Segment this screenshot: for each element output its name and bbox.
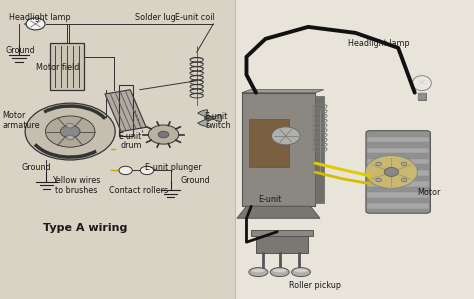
Circle shape xyxy=(365,155,418,188)
Text: Ground: Ground xyxy=(21,163,51,172)
Bar xyxy=(367,148,429,153)
Text: Headlight lamp: Headlight lamp xyxy=(348,39,410,48)
Bar xyxy=(367,192,429,198)
Text: armature: armature xyxy=(2,121,40,130)
Text: E-unit coil: E-unit coil xyxy=(175,13,215,22)
Wedge shape xyxy=(198,110,209,118)
Ellipse shape xyxy=(270,268,289,277)
Ellipse shape xyxy=(249,268,268,277)
Text: switch: switch xyxy=(205,121,231,130)
Polygon shape xyxy=(237,206,320,218)
Circle shape xyxy=(384,167,399,176)
Bar xyxy=(367,159,429,164)
Circle shape xyxy=(25,103,115,160)
Bar xyxy=(50,43,84,90)
Text: Solder lug: Solder lug xyxy=(135,13,176,22)
Circle shape xyxy=(140,166,154,175)
Circle shape xyxy=(376,178,382,182)
Text: Headlight lamp: Headlight lamp xyxy=(9,13,70,22)
Circle shape xyxy=(148,125,179,144)
Bar xyxy=(367,170,429,176)
Circle shape xyxy=(376,162,382,166)
Text: Contact rollers: Contact rollers xyxy=(109,186,168,195)
Text: Yellow wires: Yellow wires xyxy=(52,176,100,185)
Circle shape xyxy=(158,131,169,138)
Bar xyxy=(235,0,474,299)
Text: E-unit: E-unit xyxy=(118,132,142,141)
Text: to brushes: to brushes xyxy=(55,186,97,195)
Wedge shape xyxy=(209,115,222,122)
Ellipse shape xyxy=(292,268,310,277)
Ellipse shape xyxy=(412,76,431,91)
Circle shape xyxy=(46,116,95,147)
Bar xyxy=(418,93,426,100)
Circle shape xyxy=(272,127,300,145)
FancyBboxPatch shape xyxy=(366,131,430,213)
Bar xyxy=(367,181,429,187)
Text: E-unit plunger: E-unit plunger xyxy=(145,163,201,172)
Text: Motor: Motor xyxy=(417,188,440,197)
Circle shape xyxy=(66,135,74,140)
Bar xyxy=(249,119,289,167)
Text: drum: drum xyxy=(121,141,142,150)
FancyBboxPatch shape xyxy=(256,236,308,253)
Wedge shape xyxy=(198,118,209,126)
Text: Ground: Ground xyxy=(180,176,210,185)
Text: E-unit: E-unit xyxy=(204,112,227,121)
Polygon shape xyxy=(242,90,324,93)
Circle shape xyxy=(401,162,407,166)
Bar xyxy=(418,97,426,99)
Ellipse shape xyxy=(252,269,265,272)
Text: E-unit: E-unit xyxy=(258,195,282,204)
Circle shape xyxy=(60,125,80,138)
Text: Ground: Ground xyxy=(6,46,35,55)
FancyBboxPatch shape xyxy=(251,230,313,236)
Circle shape xyxy=(401,178,407,182)
Text: Motor: Motor xyxy=(2,111,26,120)
Bar xyxy=(418,95,426,97)
Circle shape xyxy=(205,116,212,120)
FancyBboxPatch shape xyxy=(242,93,315,206)
Circle shape xyxy=(26,18,45,30)
Text: Motor field: Motor field xyxy=(36,63,79,72)
Bar xyxy=(418,93,426,94)
Bar xyxy=(367,137,429,142)
Ellipse shape xyxy=(294,269,308,272)
Text: Type A wiring: Type A wiring xyxy=(43,223,127,233)
Circle shape xyxy=(66,123,74,128)
Polygon shape xyxy=(105,90,146,132)
Bar xyxy=(118,85,133,136)
Ellipse shape xyxy=(273,269,286,272)
Bar xyxy=(0,0,237,299)
FancyBboxPatch shape xyxy=(315,96,324,203)
Text: Roller pickup: Roller pickup xyxy=(289,281,341,290)
Bar xyxy=(367,203,429,209)
Circle shape xyxy=(119,166,132,175)
